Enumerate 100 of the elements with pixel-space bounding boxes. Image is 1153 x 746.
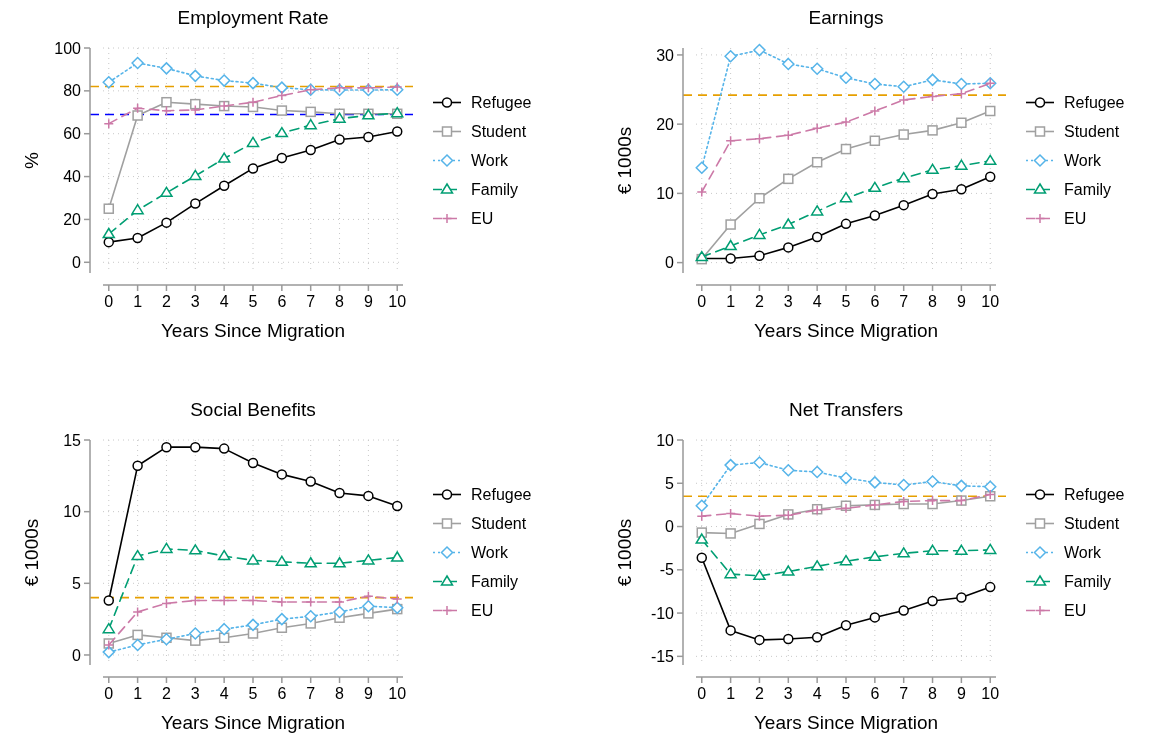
x-tick-label: 8 xyxy=(335,293,345,310)
point xyxy=(363,131,374,143)
point xyxy=(782,57,795,71)
point xyxy=(276,90,288,101)
point xyxy=(898,94,909,106)
y-tick-label: -10 xyxy=(650,604,675,622)
x-tick-label: 0 xyxy=(104,293,114,310)
point xyxy=(783,173,794,185)
legend-label: Student xyxy=(471,123,527,141)
point xyxy=(132,629,143,641)
point xyxy=(276,105,288,116)
y-axis-title: € 1000s xyxy=(614,518,635,587)
x-tick-label: 1 xyxy=(133,293,143,310)
point xyxy=(897,547,910,558)
point xyxy=(724,239,737,251)
legend-label: Refugee xyxy=(471,486,532,504)
point xyxy=(190,441,201,453)
point xyxy=(783,129,794,141)
y-tick-label: 20 xyxy=(63,211,82,229)
point xyxy=(725,625,736,636)
point xyxy=(783,242,794,253)
point xyxy=(189,627,202,640)
x-tick-label: 9 xyxy=(956,685,966,702)
chart-title: Net Transfers xyxy=(788,399,904,420)
point xyxy=(103,118,115,129)
point xyxy=(811,632,823,643)
point xyxy=(305,476,316,487)
point xyxy=(218,595,230,606)
x-tick-label: 7 xyxy=(899,685,909,702)
point xyxy=(955,544,968,556)
x-axis-title: Years Since Migration xyxy=(753,320,939,341)
point xyxy=(391,81,403,93)
point xyxy=(724,458,737,472)
legend-label: EU xyxy=(1064,210,1087,228)
point xyxy=(983,480,997,493)
point xyxy=(810,205,824,216)
legend-label: EU xyxy=(471,602,494,620)
y-axis-title: € 1000s xyxy=(614,126,635,195)
legend-label: Refugee xyxy=(1064,94,1125,112)
x-tick-label: 1 xyxy=(726,685,736,702)
point xyxy=(391,126,403,137)
x-tick-label: 5 xyxy=(248,685,258,702)
x-tick-label: 2 xyxy=(755,685,765,702)
point xyxy=(869,612,881,623)
x-tick-label: 2 xyxy=(755,293,765,310)
legend-label: Student xyxy=(1064,515,1120,533)
point xyxy=(131,203,144,215)
point xyxy=(839,71,853,85)
point xyxy=(247,457,259,469)
point xyxy=(840,143,852,155)
point xyxy=(305,596,316,608)
point xyxy=(955,479,968,493)
x-tick-label: 3 xyxy=(190,685,200,702)
x-tick-label: 7 xyxy=(306,293,316,310)
point xyxy=(840,116,852,128)
point xyxy=(695,499,709,513)
chart-title: Earnings xyxy=(808,7,884,28)
point xyxy=(926,544,939,556)
point xyxy=(333,605,346,619)
point xyxy=(956,183,967,195)
legend-label: Family xyxy=(471,181,519,199)
point xyxy=(275,81,289,94)
x-tick-label: 1 xyxy=(133,685,143,702)
point xyxy=(839,554,853,566)
x-tick-label: 9 xyxy=(363,685,373,702)
point xyxy=(696,552,708,563)
point xyxy=(926,163,939,175)
point xyxy=(247,595,259,606)
point xyxy=(218,180,230,192)
point xyxy=(276,152,288,164)
point xyxy=(334,487,345,499)
point xyxy=(695,161,709,175)
y-tick-label: 10 xyxy=(656,431,675,449)
point xyxy=(898,199,909,211)
point xyxy=(898,605,909,616)
point xyxy=(868,550,882,562)
point xyxy=(363,590,374,602)
y-axis-title: % xyxy=(21,151,42,169)
point xyxy=(305,144,316,156)
point xyxy=(811,156,823,168)
point xyxy=(984,581,996,593)
legend-label: Work xyxy=(471,152,510,170)
point xyxy=(782,464,795,477)
x-axis-title: Years Since Migration xyxy=(160,712,346,733)
point xyxy=(391,593,403,605)
point xyxy=(131,549,144,561)
point xyxy=(695,533,709,544)
y-tick-label: 0 xyxy=(665,518,675,536)
point xyxy=(304,118,317,130)
legend-label: Family xyxy=(1064,573,1112,591)
point xyxy=(102,227,116,239)
x-tick-label: 2 xyxy=(162,293,172,310)
point xyxy=(897,171,910,183)
point xyxy=(362,554,375,565)
point xyxy=(753,228,766,240)
point xyxy=(724,567,737,579)
point xyxy=(160,62,173,75)
y-tick-label: 10 xyxy=(63,503,82,521)
point xyxy=(926,475,939,488)
point xyxy=(217,152,231,163)
